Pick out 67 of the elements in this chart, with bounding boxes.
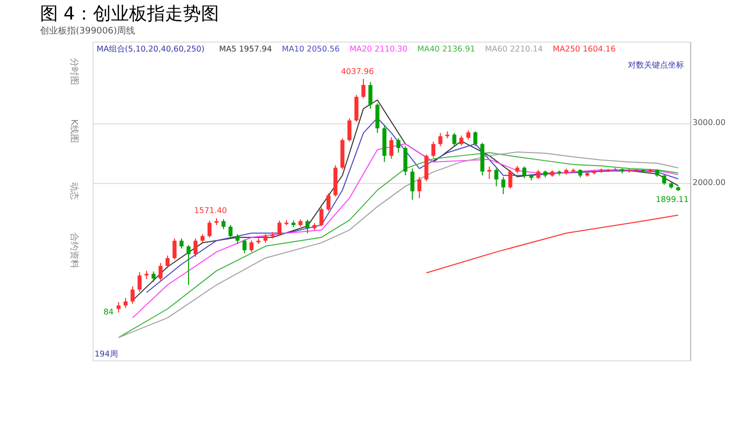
candlestick (473, 130, 478, 147)
candlestick (431, 141, 436, 158)
candlestick (277, 220, 282, 236)
candlestick (494, 168, 498, 187)
candlestick (208, 220, 212, 238)
text: 分时图 (68, 58, 80, 85)
candlestick (424, 154, 428, 182)
candlestick (508, 169, 512, 190)
candlestick (326, 192, 330, 212)
text: MA250 1604.16 (552, 44, 616, 54)
candlestick (438, 132, 442, 147)
candlestick (186, 244, 191, 286)
annotation: 1899.11 (656, 195, 689, 204)
candlestick (501, 176, 506, 195)
candlestick (138, 272, 142, 292)
text: MA20 2110.30 (350, 44, 408, 54)
candlestick (368, 82, 372, 110)
candlestick (389, 136, 394, 160)
y-tick-label: 2000.00 (692, 178, 726, 188)
candlestick (662, 174, 666, 186)
candlestick (522, 166, 526, 179)
candlestick (116, 302, 121, 313)
candlestick (172, 238, 177, 260)
candlestick (194, 238, 198, 258)
candlestick (403, 146, 408, 176)
candlestick (305, 219, 310, 234)
candlestick (459, 135, 464, 146)
candlestick (228, 224, 232, 239)
candlestick (124, 297, 128, 309)
candlestick (166, 255, 170, 269)
text: 84 (103, 307, 114, 316)
candlestick (236, 234, 240, 244)
candlestick (242, 239, 246, 254)
legend-title: MA组合(5,10,20,40,60,250) (96, 44, 204, 54)
candlestick (466, 130, 470, 140)
text: 动态 (68, 182, 80, 200)
candlestick (396, 138, 400, 154)
candlestick (354, 94, 358, 122)
line-series (426, 214, 679, 274)
candlestick (417, 176, 422, 199)
annotation: 4037.96 (340, 66, 374, 76)
candlestick (375, 102, 380, 134)
annotation: 对数关键点坐标 (628, 60, 684, 70)
y-tick-label: 3000.00 (692, 118, 726, 128)
text: MA60 2210.14 (485, 44, 543, 54)
candlestick (152, 270, 156, 282)
candlestick (180, 238, 184, 249)
text: 合约资料 (68, 232, 80, 269)
annotation: 1571.40 (194, 206, 227, 216)
chart-subtitle: 创业板指(399006)周线 (40, 26, 136, 37)
candlestick (452, 132, 456, 147)
candlestick (319, 206, 324, 227)
text: K线图 (68, 119, 80, 144)
candlestick (250, 240, 254, 252)
candlestick (347, 118, 352, 142)
text: MA40 2136.91 (417, 44, 476, 54)
candlestick (222, 218, 226, 230)
candlestick (536, 169, 540, 180)
text: MA5 1957.94 (219, 44, 272, 54)
annotation: 194周 (94, 349, 118, 358)
candlestick (158, 262, 163, 282)
candlestick (487, 166, 492, 180)
candlestick (130, 286, 135, 304)
text: MA10 2050.56 (282, 44, 340, 54)
candlestick (361, 78, 366, 99)
chart-title: 图 4：创业板指走势图 (40, 4, 219, 25)
candlestick (410, 168, 414, 200)
